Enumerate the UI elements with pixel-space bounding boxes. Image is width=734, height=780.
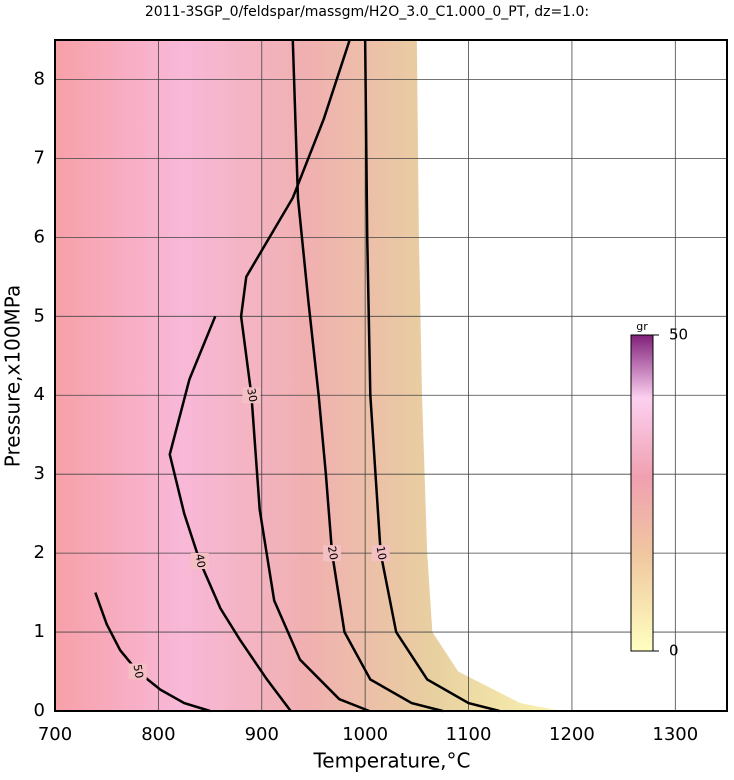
- y-tick-label: 5: [34, 305, 45, 326]
- contour-label-bg: [242, 387, 261, 404]
- colorbar-label: gr: [636, 320, 648, 333]
- x-tick-label: 1000: [342, 724, 388, 745]
- x-tick-label: 900: [245, 724, 279, 745]
- y-tick-label: 4: [34, 384, 45, 405]
- colorbar-tick-label: 50: [669, 326, 688, 344]
- x-tick-label: 1100: [446, 724, 492, 745]
- contour-line: [291, 39, 444, 713]
- y-tick-label: 1: [34, 621, 45, 642]
- x-tick-label: 800: [141, 724, 175, 745]
- filled-region: [55, 40, 562, 711]
- y-tick-label: 0: [34, 700, 45, 721]
- y-tick-label: 8: [34, 68, 45, 89]
- x-axis-label: Temperature,°C: [312, 749, 470, 773]
- x-tick-label: 1200: [549, 724, 595, 745]
- contour-label: 50: [131, 663, 146, 679]
- colorbar-tick-label: 0: [669, 642, 679, 660]
- y-tick-label: 7: [34, 147, 45, 168]
- contour-label-bg: [371, 545, 390, 562]
- contour-label: 10: [374, 545, 389, 561]
- contour-label-bg: [190, 553, 209, 570]
- x-tick-label: 700: [38, 724, 72, 745]
- y-tick-label: 6: [34, 226, 45, 247]
- y-tick-label: 2: [34, 542, 45, 563]
- x-tick-label: 1300: [652, 724, 698, 745]
- colorbar: [630, 334, 654, 652]
- contour-label-bg: [128, 663, 147, 680]
- contour-label: 20: [325, 545, 340, 561]
- chart-title: 2011-3SGP_0/feldspar/massgm/H2O_3.0_C1.0…: [145, 4, 589, 20]
- contour-label-bg: [323, 545, 342, 562]
- plot-frame: [54, 39, 728, 712]
- contour-label: 30: [244, 387, 259, 403]
- y-axis-label: Pressure,x100MPa: [1, 285, 25, 467]
- y-tick-label: 3: [34, 463, 45, 484]
- contour-label: 40: [193, 553, 208, 569]
